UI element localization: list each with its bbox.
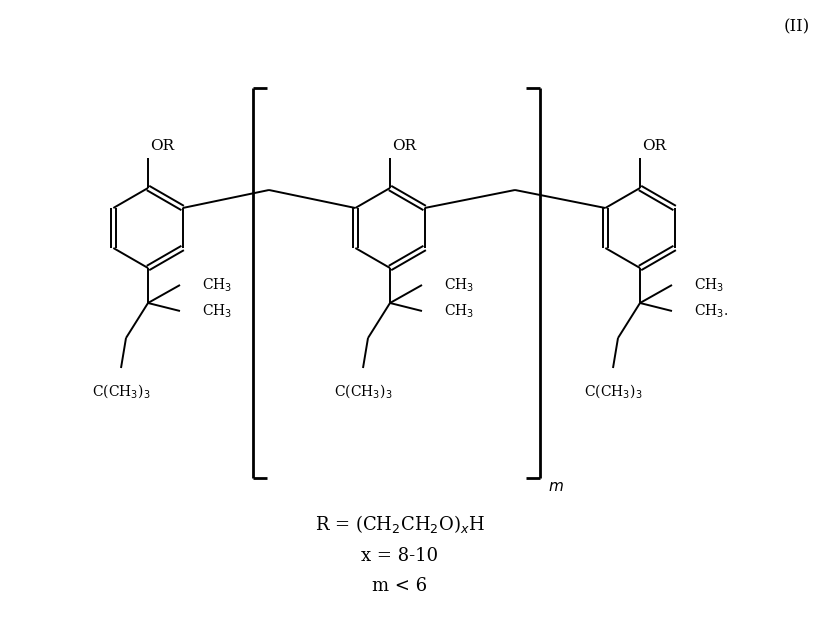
Text: CH$_3$: CH$_3$ bbox=[694, 276, 724, 294]
Text: C(CH$_3$)$_3$: C(CH$_3$)$_3$ bbox=[584, 382, 642, 400]
Text: OR: OR bbox=[642, 139, 666, 153]
Text: m < 6: m < 6 bbox=[372, 577, 427, 595]
Text: CH$_3$: CH$_3$ bbox=[202, 276, 232, 294]
Text: CH$_3$: CH$_3$ bbox=[444, 276, 474, 294]
Text: C(CH$_3$)$_3$: C(CH$_3$)$_3$ bbox=[92, 382, 150, 400]
Text: R = (CH$_2$CH$_2$O)$_x$H: R = (CH$_2$CH$_2$O)$_x$H bbox=[315, 513, 485, 535]
Text: OR: OR bbox=[150, 139, 174, 153]
Text: CH$_3$.: CH$_3$. bbox=[694, 302, 728, 319]
Text: x = 8-10: x = 8-10 bbox=[362, 547, 438, 565]
Text: CH$_3$: CH$_3$ bbox=[202, 302, 232, 319]
Text: (II): (II) bbox=[784, 18, 810, 35]
Text: C(CH$_3$)$_3$: C(CH$_3$)$_3$ bbox=[334, 382, 392, 400]
Text: CH$_3$: CH$_3$ bbox=[444, 302, 474, 319]
Text: OR: OR bbox=[392, 139, 416, 153]
Text: $m$: $m$ bbox=[548, 480, 564, 494]
